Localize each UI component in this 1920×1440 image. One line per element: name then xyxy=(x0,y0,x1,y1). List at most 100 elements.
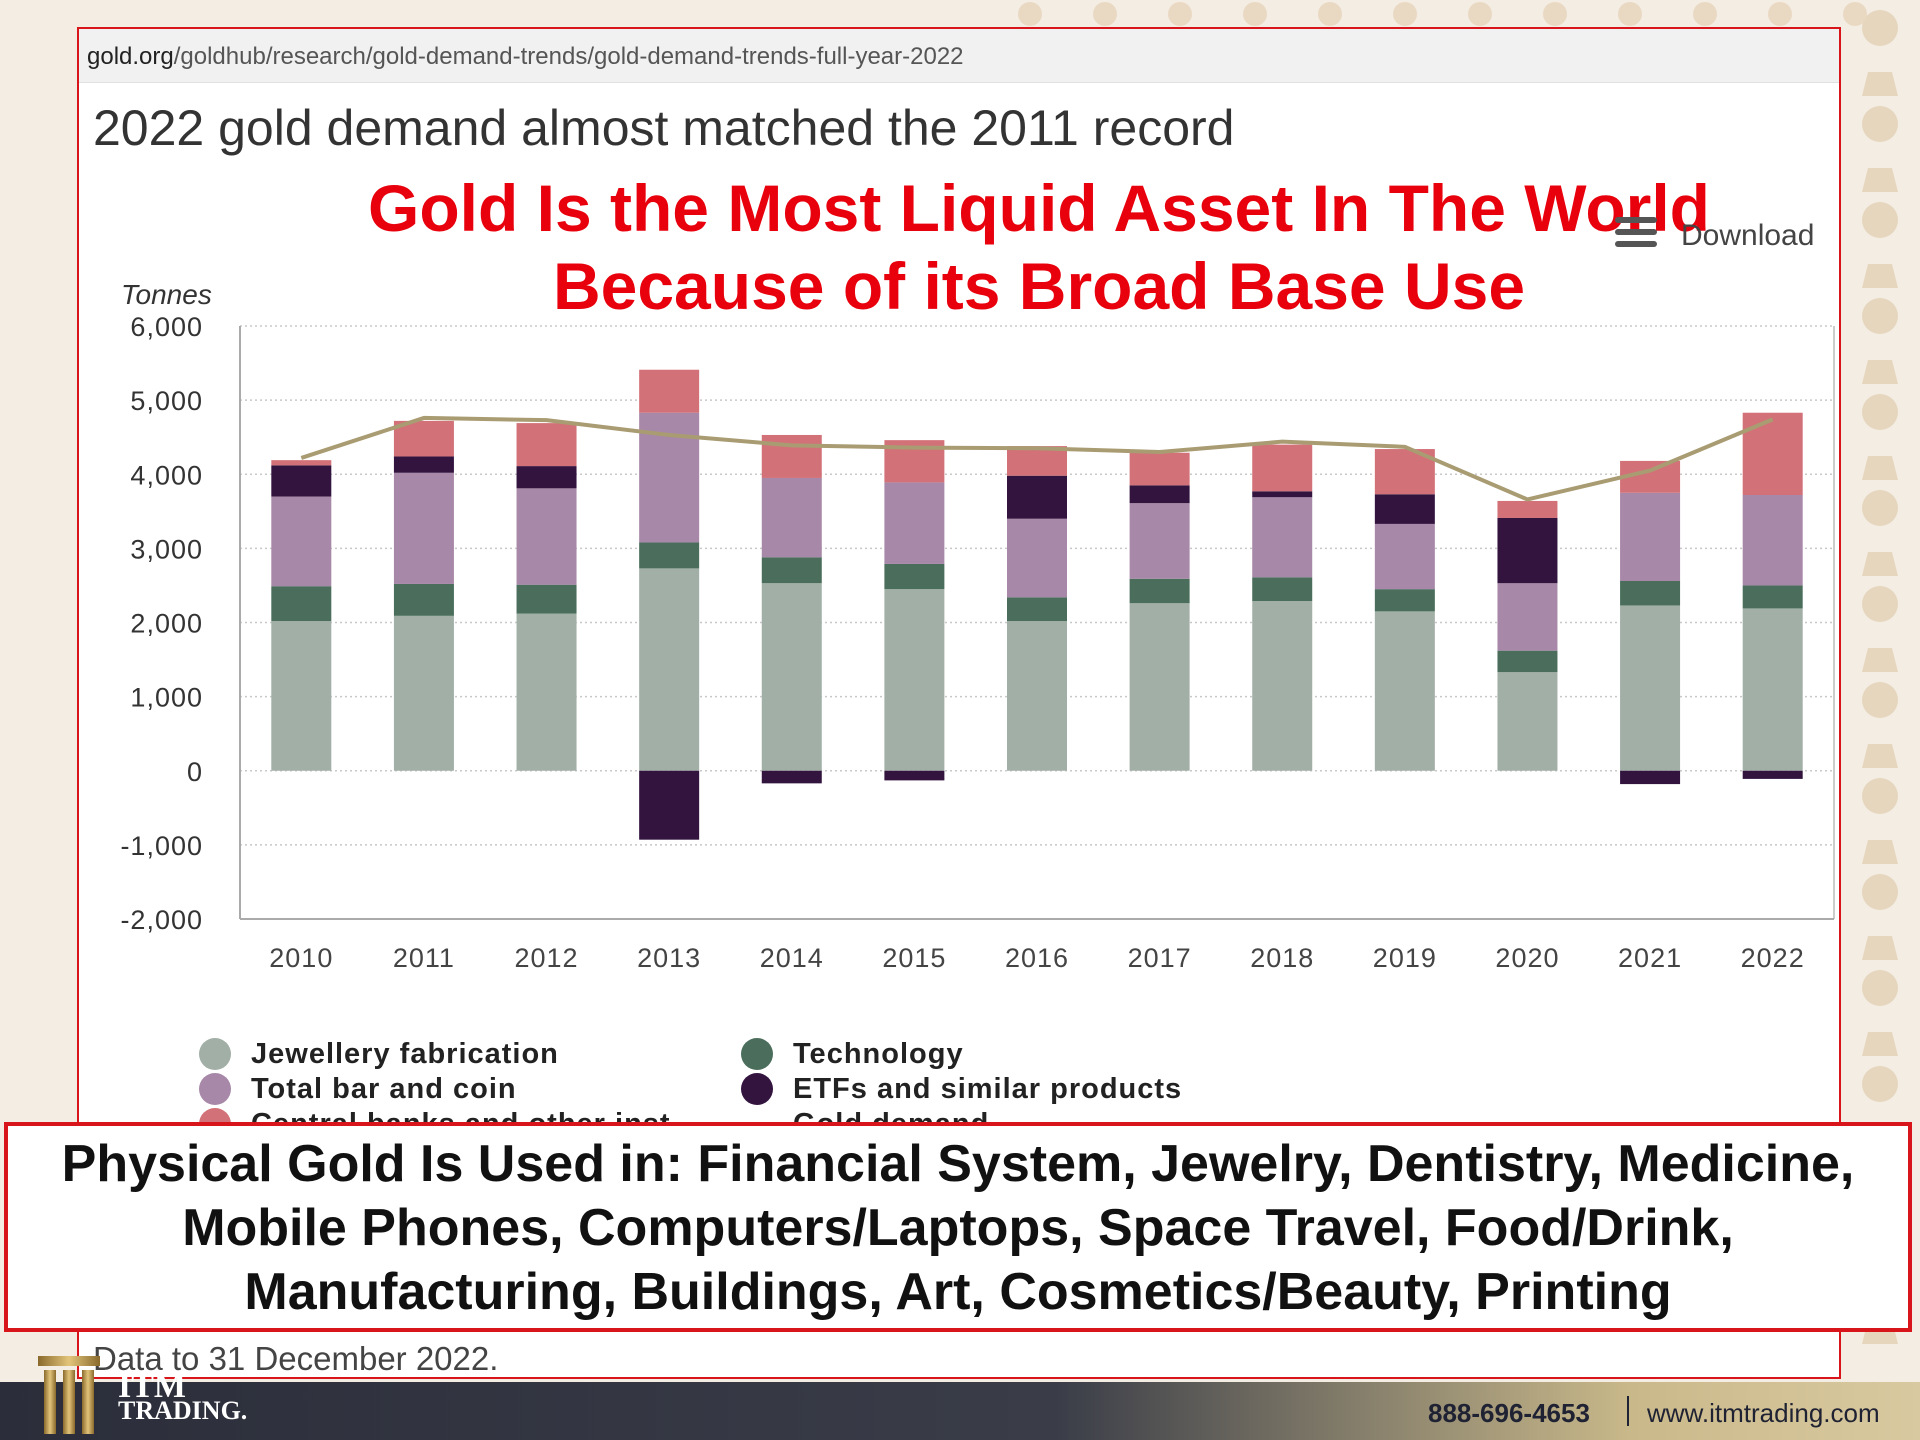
y-tick-label: 6,000 xyxy=(130,312,203,342)
bar-segment xyxy=(1252,444,1313,492)
legend-dot-marker xyxy=(741,1038,773,1070)
bar-segment xyxy=(1129,578,1190,604)
y-tick-label: 5,000 xyxy=(130,386,203,416)
brand-name-bottom: TRADING. xyxy=(118,1396,248,1425)
bar-segment xyxy=(393,472,454,584)
bar-segment xyxy=(1129,603,1190,771)
bar-segment xyxy=(1374,494,1435,524)
bar-segment xyxy=(1252,491,1313,498)
bar-segment xyxy=(884,563,945,590)
bar-segment xyxy=(393,420,454,457)
bar-segment xyxy=(1497,650,1558,673)
bar-segment xyxy=(271,586,332,622)
bar-segment xyxy=(1374,611,1435,771)
bar-segment xyxy=(1007,518,1067,598)
x-tick-label: 2013 xyxy=(637,943,701,973)
bar-segment xyxy=(639,568,700,771)
x-tick-label: 2011 xyxy=(393,943,455,973)
decorative-pattern-row xyxy=(1018,2,1867,26)
footer-divider xyxy=(1627,1396,1629,1426)
bar-segment xyxy=(1252,601,1313,771)
bar-segment xyxy=(1620,492,1681,581)
legend-dot-marker xyxy=(199,1073,231,1105)
x-tick-label: 2018 xyxy=(1250,943,1314,973)
bar-segment xyxy=(1007,621,1067,771)
bar-segment xyxy=(884,482,945,564)
bar-segment xyxy=(393,583,454,616)
bar-segment xyxy=(639,542,700,569)
legend-label: Jewellery fabrication xyxy=(251,1038,559,1070)
bar-segment xyxy=(1374,523,1435,590)
bar-segment xyxy=(1620,770,1681,785)
bar-segment xyxy=(516,488,577,585)
address-bar[interactable]: gold.org/goldhub/research/gold-demand-tr… xyxy=(79,29,1839,83)
brand-name-top: ITM xyxy=(118,1368,186,1405)
y-tick-label: 1,000 xyxy=(130,683,203,713)
bar-segment xyxy=(271,621,332,771)
x-tick-label: 2017 xyxy=(1128,943,1192,973)
bar-segment xyxy=(1007,597,1067,622)
bar-segment xyxy=(761,434,822,478)
bar-segment xyxy=(639,770,700,840)
bar-segment xyxy=(1742,608,1803,771)
bar-segment xyxy=(1497,517,1558,584)
bar-segment xyxy=(884,589,945,771)
itm-logo-icon xyxy=(38,1356,100,1434)
bar-segment xyxy=(1497,500,1558,518)
bar-segment xyxy=(1129,452,1190,486)
download-button[interactable]: Download xyxy=(1615,211,1835,255)
x-tick-label: 2022 xyxy=(1741,943,1805,973)
chart-title: 2022 gold demand almost matched the 2011… xyxy=(93,100,1235,156)
bar-segment xyxy=(1742,495,1803,586)
bar-segment xyxy=(761,770,822,784)
phone-number[interactable]: 888-696-4653 xyxy=(1428,1398,1590,1428)
callout-line-2: Mobile Phones, Computers/Laptops, Space … xyxy=(182,1199,1734,1257)
website-link[interactable]: www.itmtrading.com xyxy=(1647,1398,1880,1428)
bar-segment xyxy=(1620,580,1681,606)
legend-label: Total bar and coin xyxy=(251,1073,517,1105)
url-path: /goldhub/research/gold-demand-trends/gol… xyxy=(173,43,964,70)
bar-segment xyxy=(1007,475,1067,519)
legend-label: ETFs and similar products xyxy=(793,1073,1183,1105)
y-tick-label: 3,000 xyxy=(130,534,203,564)
bar-segment xyxy=(1252,497,1313,578)
callout-text: Physical Gold Is Used in: Financial Syst… xyxy=(8,1132,1908,1324)
headline-line-1: Gold Is the Most Liquid Asset In The Wor… xyxy=(367,171,1710,245)
bar-segment xyxy=(1129,503,1190,579)
uses-callout-box: Physical Gold Is Used in: Financial Syst… xyxy=(4,1122,1912,1332)
bar-segment xyxy=(761,583,822,771)
callout-line-3: Manufacturing, Buildings, Art, Cosmetics… xyxy=(244,1263,1672,1321)
legend-label: Technology xyxy=(793,1038,964,1070)
bar-segment xyxy=(761,557,822,584)
data-note: Data to 31 December 2022. xyxy=(93,1340,499,1377)
x-tick-label: 2020 xyxy=(1495,943,1559,973)
x-tick-label: 2021 xyxy=(1618,943,1682,973)
y-tick-label: 4,000 xyxy=(130,460,203,490)
bar-segment xyxy=(1497,583,1558,651)
legend-dot-marker xyxy=(199,1038,231,1070)
footer-bar: ITM TRADING. 888-696-4653 www.itmtrading… xyxy=(0,1356,1920,1440)
bar-segment xyxy=(1742,412,1803,496)
bar-segment xyxy=(1374,589,1435,612)
bar-segment xyxy=(639,369,700,413)
y-tick-label: 0 xyxy=(187,757,203,787)
bar-segment xyxy=(393,456,454,473)
x-tick-label: 2014 xyxy=(760,943,824,973)
x-tick-label: 2010 xyxy=(269,943,333,973)
bar-segment xyxy=(884,770,945,781)
url-text: gold.org/goldhub/research/gold-demand-tr… xyxy=(87,43,964,71)
bar-segment xyxy=(393,615,454,771)
gold-demand-line xyxy=(300,415,1774,502)
bar-segment xyxy=(516,613,577,771)
x-tick-label: 2016 xyxy=(1005,943,1069,973)
y-tick-label: -1,000 xyxy=(120,831,203,861)
x-tick-label: 2012 xyxy=(514,943,578,973)
bar-segment xyxy=(1620,605,1681,771)
bar-segment xyxy=(1129,485,1190,504)
y-axis-units-label: Tonnes xyxy=(121,279,212,310)
bar-segment xyxy=(1742,770,1803,779)
chart-plot: -2,000 -1,000 0 1,000 2,000 3,000 4,000 5,000 6,… xyxy=(120,312,1835,973)
headline-line-2: Because of its Broad Base Use xyxy=(552,249,1526,323)
bar-segment xyxy=(1742,585,1803,609)
headline-overlay: Gold Is the Most Liquid Asset In The Wor… xyxy=(299,169,1779,325)
